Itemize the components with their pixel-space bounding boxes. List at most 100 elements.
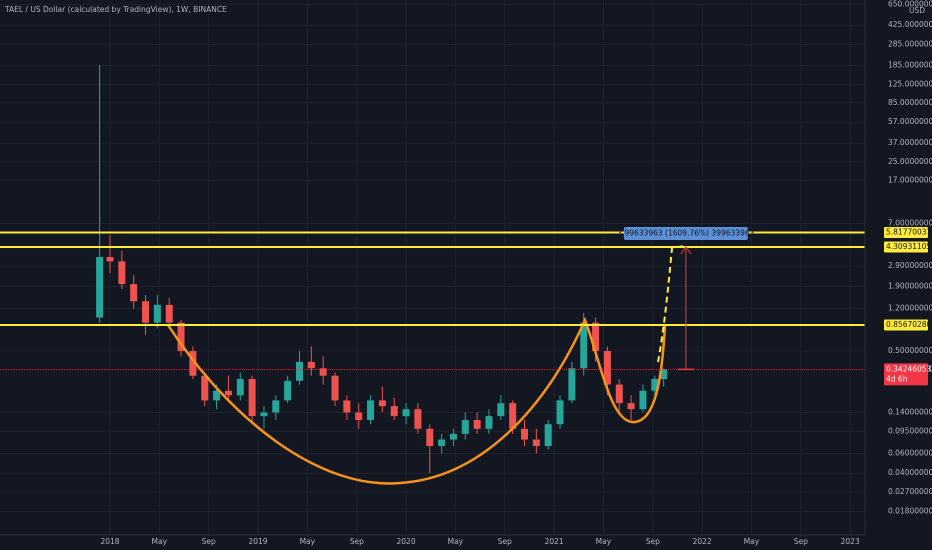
y-tick-label: 37.00000000 (888, 138, 932, 147)
y-tick-label: 0.06000000 (888, 448, 932, 457)
candle-body (153, 304, 161, 323)
level-label: 5.81770031 (886, 227, 932, 236)
y-axis-label: USD (909, 6, 925, 15)
measure-arrowhead (680, 246, 692, 255)
candle-body (378, 400, 386, 407)
x-tick-label: May (744, 537, 760, 546)
candle-body (402, 409, 410, 417)
candle-body (615, 384, 623, 404)
level-label: 0.85670280 (886, 320, 932, 329)
candle-body (544, 424, 552, 447)
x-tick-label: Sep (350, 537, 364, 546)
y-tick-label: 125.00000000 (888, 79, 932, 88)
overlays: 3.99633963 (1609.76%) 399633963 (0, 226, 865, 371)
y-tick-label: 17.00000000 (888, 176, 932, 185)
candle-body (461, 419, 469, 434)
candle-body (236, 379, 244, 396)
x-tick-label: Sep (794, 537, 808, 546)
y-tick-label: 0.09500000 (888, 426, 932, 435)
candle-body (438, 439, 446, 447)
x-tick-label: Sep (202, 537, 216, 546)
candle-body (307, 361, 315, 369)
y-tick-label: 650.00000000 (888, 0, 932, 9)
y-tick-label: 2.90000000 (888, 261, 932, 270)
candle-body (319, 368, 327, 376)
y-tick-label: 185.00000000 (888, 60, 932, 69)
chart-title: TAEL / US Dollar (calculated by TradingV… (4, 5, 227, 14)
level-label-box (884, 241, 928, 253)
x-tick-label: May (448, 537, 464, 546)
x-tick-label: 2020 (397, 537, 416, 546)
candle-body (165, 304, 173, 323)
candle-body (568, 368, 576, 401)
candle-body (272, 400, 280, 413)
candle-body (284, 380, 292, 401)
y-tick-label: 0.50000000 (888, 346, 932, 355)
x-tick-label: May (152, 537, 168, 546)
measure-label: 3.99633963 (1609.76%) 399633963 (617, 228, 754, 237)
candle-body (367, 400, 375, 420)
candle-body (118, 261, 126, 285)
candle-body (142, 301, 150, 323)
candle-body (106, 257, 114, 262)
candle-body (509, 403, 517, 429)
candle-body (248, 379, 256, 417)
y-tick-label: 425.00000000 (888, 20, 932, 29)
candle-body (213, 390, 221, 401)
last-price-label: 0.34246053 (886, 364, 932, 373)
candle-body (556, 400, 564, 425)
candle-body (603, 351, 611, 385)
candle-body (177, 322, 185, 352)
level-label-box (884, 226, 928, 238)
x-tick-label: 2019 (248, 537, 267, 546)
y-tick-label: 0.14000000 (888, 408, 932, 417)
y-tick-label: 285.00000000 (888, 39, 932, 48)
y-tick-label: 0.02700000 (888, 487, 932, 496)
candle-body (426, 428, 434, 447)
y-tick-label: 0.04000000 (888, 468, 932, 477)
candle-body (449, 433, 457, 440)
candle-body (130, 284, 138, 302)
y-tick-label: 7.00000000 (888, 219, 932, 228)
candle-body (485, 416, 493, 429)
projection (657, 245, 685, 363)
measure-box (623, 226, 748, 240)
x-tick-label: 2022 (693, 537, 712, 546)
candle-body (592, 322, 600, 352)
candle-body (331, 375, 339, 401)
y-tick-label: 1.90000000 (888, 282, 932, 291)
candle-body (660, 369, 668, 380)
cup-handle-drawing (166, 316, 667, 485)
countdown: 4d 6h (886, 374, 908, 383)
candle-body (651, 379, 659, 391)
x-tick-label: May (596, 537, 612, 546)
level-label: 4.30931105 (886, 242, 932, 251)
y-tick-label: 25.00000000 (888, 157, 932, 166)
grid (0, 0, 865, 535)
candle-body (627, 403, 635, 410)
candle-body (224, 390, 232, 396)
level-label-box (884, 319, 928, 331)
y-tick-label: 57.00000000 (888, 117, 932, 126)
last-price-box (884, 363, 928, 386)
candle-body (96, 257, 104, 318)
candle-body (260, 412, 268, 417)
y-tick-label: 0.01800000 (888, 507, 932, 516)
candle-body (580, 322, 588, 369)
candle-body (532, 439, 540, 447)
candle-body (201, 375, 209, 401)
y-tick-label: 85.00000000 (888, 98, 932, 107)
candle-body (414, 409, 422, 429)
candle-body (355, 412, 363, 420)
candle-body (343, 400, 351, 413)
x-tick-label: May (300, 537, 316, 546)
x-tick-label: Sep (646, 537, 660, 546)
x-tick-label: 2021 (545, 537, 564, 546)
candle-body (189, 351, 197, 376)
x-tick-label: Sep (498, 537, 512, 546)
y-tick-label: 1.20000000 (888, 304, 932, 313)
candle-body (473, 419, 481, 429)
